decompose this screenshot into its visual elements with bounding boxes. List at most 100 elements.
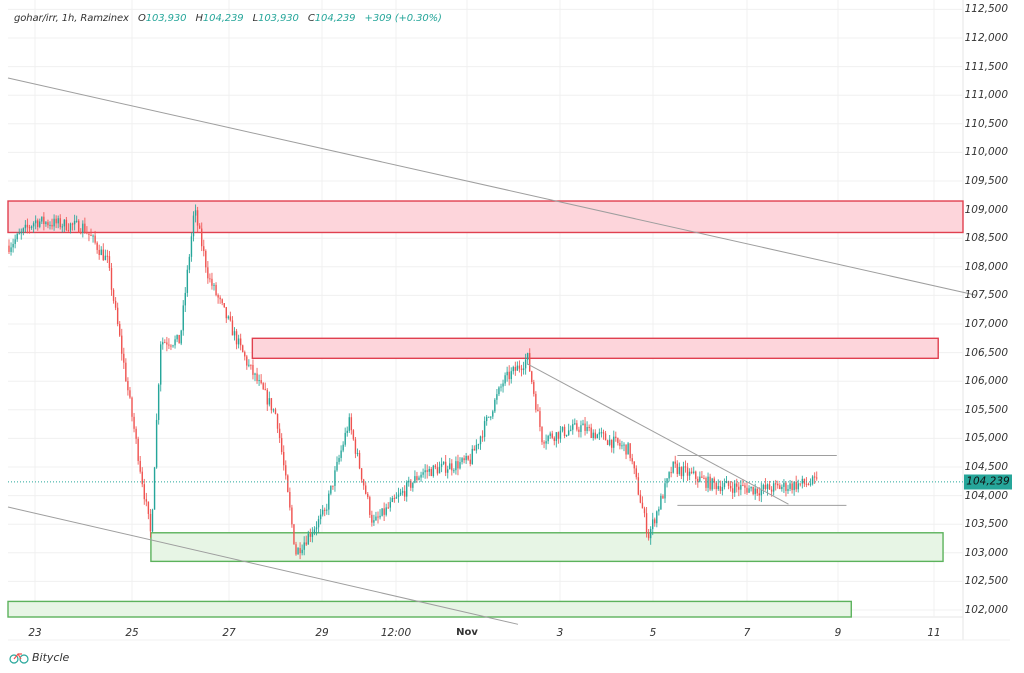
time-tick-label: 23 [28,627,42,639]
candle-body [422,472,424,475]
candle-body [408,480,410,483]
candle-body [307,533,309,545]
candle-body [90,234,92,236]
price-tick-label: 104,500 [964,461,1008,473]
candle-body [816,477,818,479]
candle-body [43,216,45,225]
time-tick-label: 12:00 [380,627,412,639]
candle-body [506,371,508,376]
candle-body [613,436,615,448]
time-tick-label: 27 [222,627,236,639]
candle-body [151,509,154,532]
candle-body [30,226,33,228]
candle-body [387,507,389,509]
candle-body [656,511,658,524]
candle-body [104,255,107,261]
candle-body [108,256,111,268]
candle-body [772,483,775,492]
candle-body [369,497,371,515]
candle-body [153,467,156,510]
candle-body [561,426,564,431]
candle-body [670,472,672,474]
candle-body [529,353,531,372]
candle-body [12,243,14,248]
candle-body [256,373,258,381]
candle-body [557,432,560,439]
candle-body [381,508,383,516]
candle-body [442,461,445,464]
candle-body [697,478,699,482]
candle-body [807,484,810,486]
candle-body [315,527,318,530]
candle-body [588,426,590,428]
candle-body [668,472,670,479]
candle-body [578,429,580,432]
candle-body [190,236,193,257]
candle-body [78,220,80,233]
candle-body [371,514,373,523]
candle-body [758,493,760,496]
candle-body [551,433,553,438]
candle-body [469,459,471,464]
candle-body [164,342,166,344]
candle-body [793,481,795,491]
candle-body [338,457,340,462]
candle-body [389,501,391,508]
candle-body [393,498,396,500]
candle-body [65,219,68,231]
price-tick-label: 102,500 [964,575,1008,588]
support-zone [7,600,852,618]
candle-body [709,476,711,490]
candle-body [629,443,631,459]
candle-body [447,469,449,473]
candle-body [676,463,678,474]
candle-body [248,364,250,366]
candle-body [207,267,209,279]
candle-body [133,416,135,429]
candle-body [49,224,51,226]
candle-body [86,232,88,234]
candle-body [305,542,307,545]
candle-body [416,476,418,480]
candle-body [801,478,804,484]
candle-body [45,222,47,225]
candle-body [635,468,637,478]
candle-body [623,444,625,446]
candle-body [678,466,681,474]
candle-body [39,221,41,227]
candle-body [463,458,465,461]
candle-body [705,478,707,488]
candle-body [203,246,205,251]
candle-body [490,416,492,418]
candle-body [750,486,752,489]
candle-body [473,448,476,451]
candle-body [14,239,16,244]
candle-body [465,456,467,461]
candle-body [549,433,551,436]
candle-body [205,250,207,268]
time-tick-label: 5 [649,627,657,639]
candle-body [297,547,299,555]
candle-body [518,365,521,369]
candle-body [457,461,459,469]
candle-body [176,334,178,340]
candle-body [137,438,139,461]
candle-body [770,489,773,492]
candle-body [522,368,525,371]
candle-body [647,533,650,539]
candle-body [239,338,242,346]
candle-body [301,549,303,554]
candle-body [592,432,594,439]
candle-body [125,362,127,382]
candle-body [514,366,517,371]
candle-body [625,444,627,455]
candle-body [53,218,55,227]
candle-body [178,334,180,344]
candle-body [223,303,225,308]
candle-body [184,292,186,306]
candle-body [440,463,443,467]
candle-body [631,458,633,462]
trend-line [7,77,977,296]
candle-body [319,514,322,520]
